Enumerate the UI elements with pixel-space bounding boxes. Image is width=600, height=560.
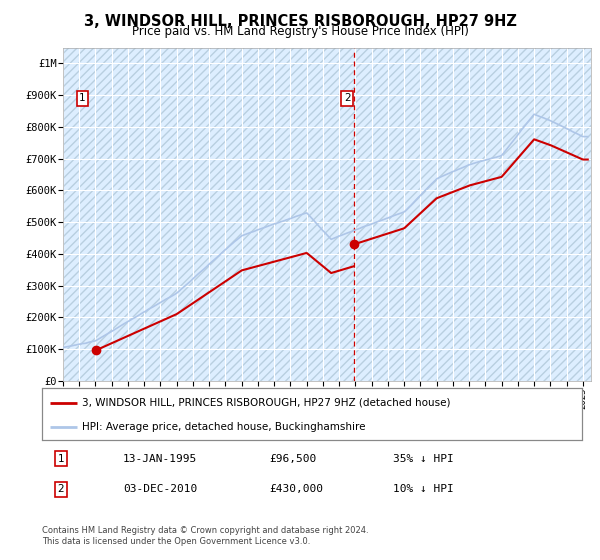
Text: 3, WINDSOR HILL, PRINCES RISBOROUGH, HP27 9HZ: 3, WINDSOR HILL, PRINCES RISBOROUGH, HP2…	[83, 14, 517, 29]
Text: HPI: Average price, detached house, Buckinghamshire: HPI: Average price, detached house, Buck…	[83, 422, 366, 432]
Text: 13-JAN-1995: 13-JAN-1995	[123, 454, 197, 464]
Text: Price paid vs. HM Land Registry's House Price Index (HPI): Price paid vs. HM Land Registry's House …	[131, 25, 469, 38]
Text: 10% ↓ HPI: 10% ↓ HPI	[393, 484, 454, 494]
Text: 1: 1	[79, 94, 86, 104]
Text: Contains HM Land Registry data © Crown copyright and database right 2024.
This d: Contains HM Land Registry data © Crown c…	[42, 526, 368, 546]
Text: 03-DEC-2010: 03-DEC-2010	[123, 484, 197, 494]
Text: 2: 2	[344, 94, 350, 104]
Text: 2: 2	[58, 484, 64, 494]
Text: £96,500: £96,500	[269, 454, 316, 464]
Text: 1: 1	[58, 454, 64, 464]
Text: £430,000: £430,000	[269, 484, 323, 494]
Text: 3, WINDSOR HILL, PRINCES RISBOROUGH, HP27 9HZ (detached house): 3, WINDSOR HILL, PRINCES RISBOROUGH, HP2…	[83, 398, 451, 408]
Text: 35% ↓ HPI: 35% ↓ HPI	[393, 454, 454, 464]
